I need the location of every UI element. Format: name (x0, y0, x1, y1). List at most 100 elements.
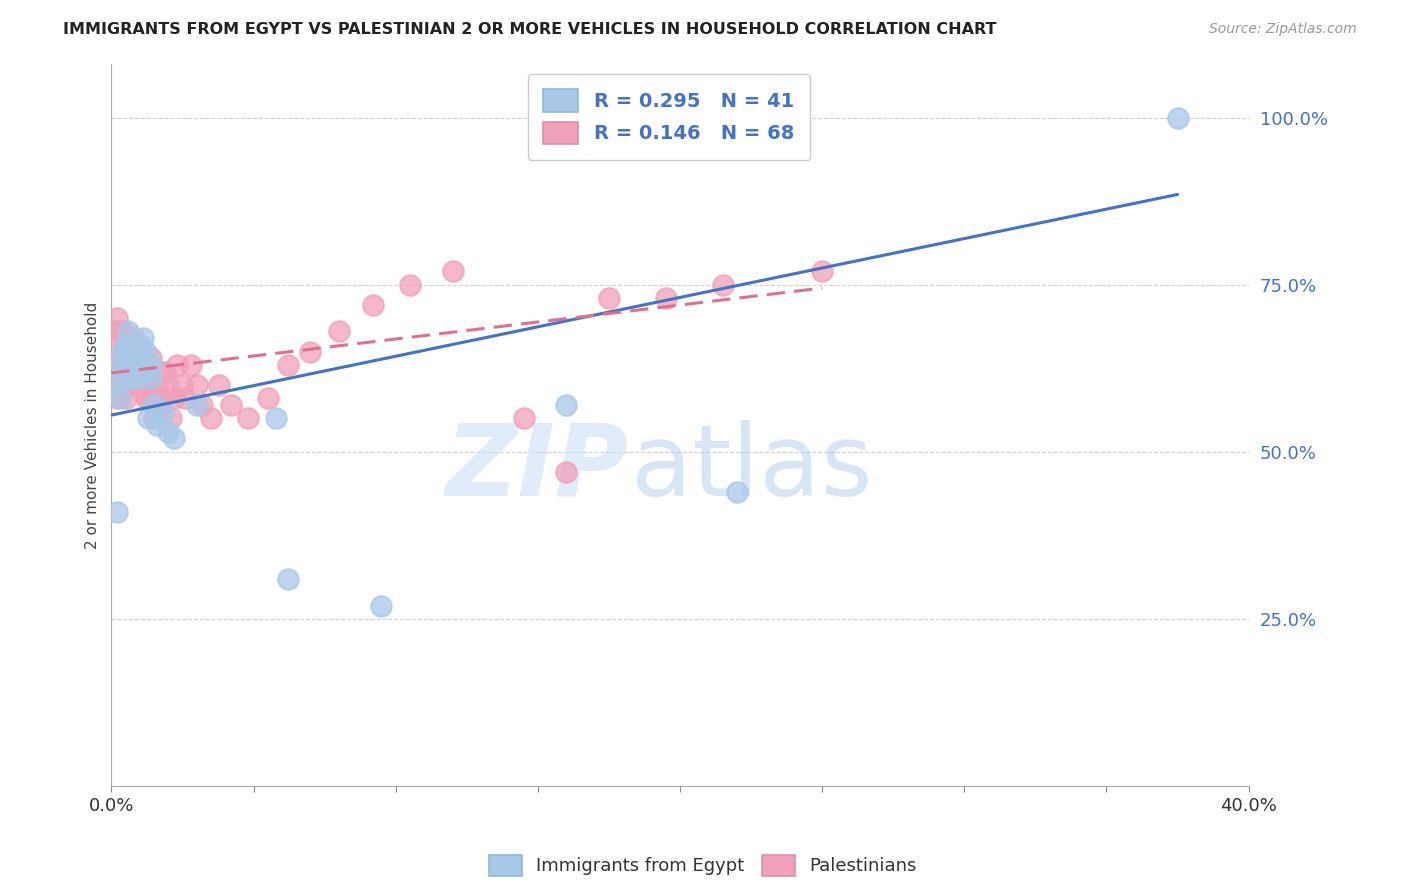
Point (155, 365, 177, 379)
Point (180, 358, 202, 372)
Point (146, 378, 169, 392)
Point (111, 371, 134, 385)
Legend: Immigrants from Egypt, Palestinians: Immigrants from Egypt, Palestinians (482, 847, 924, 883)
Point (120, 358, 142, 372)
Point (122, 378, 145, 392)
Point (117, 331, 139, 345)
Point (236, 411, 259, 425)
Point (103, 378, 125, 392)
Point (163, 432, 186, 446)
Point (122, 358, 145, 372)
Point (186, 398, 208, 412)
Point (103, 325, 125, 339)
Point (141, 358, 163, 372)
Point (131, 351, 153, 366)
Point (125, 378, 148, 392)
Point (152, 405, 174, 419)
Point (208, 378, 231, 392)
Point (299, 344, 322, 359)
Point (138, 365, 160, 379)
Point (125, 338, 148, 352)
Point (117, 344, 139, 359)
Point (125, 371, 148, 385)
Point (103, 365, 125, 379)
Point (555, 465, 578, 479)
Point (122, 331, 145, 345)
Point (108, 351, 131, 366)
Point (138, 411, 160, 425)
Point (111, 344, 134, 359)
Point (598, 291, 620, 305)
Point (141, 378, 163, 392)
Point (117, 358, 139, 372)
Point (105, 311, 128, 326)
Point (399, 277, 422, 292)
Point (125, 365, 148, 379)
Point (328, 325, 350, 339)
Point (172, 378, 194, 392)
Point (128, 378, 150, 392)
Point (138, 392, 160, 406)
Point (117, 365, 139, 379)
Point (128, 351, 150, 366)
Point (120, 358, 142, 372)
Point (141, 371, 163, 385)
Point (131, 331, 153, 345)
Point (111, 378, 134, 392)
Point (108, 392, 131, 406)
Point (441, 264, 464, 278)
Point (128, 338, 150, 352)
Point (114, 365, 136, 379)
Point (256, 392, 278, 406)
Point (149, 365, 172, 379)
Point (725, 485, 748, 500)
Point (174, 392, 197, 406)
Point (266, 411, 288, 425)
Point (120, 344, 142, 359)
Y-axis label: 2 or more Vehicles in Household: 2 or more Vehicles in Household (86, 301, 100, 549)
Point (370, 599, 392, 613)
Point (135, 365, 157, 379)
Point (143, 398, 166, 412)
Text: Source: ZipAtlas.com: Source: ZipAtlas.com (1209, 22, 1357, 37)
Point (120, 378, 142, 392)
Point (135, 344, 157, 359)
Text: IMMIGRANTS FROM EGYPT VS PALESTINIAN 2 OR MORE VEHICLES IN HOUSEHOLD CORRELATION: IMMIGRANTS FROM EGYPT VS PALESTINIAN 2 O… (63, 22, 997, 37)
Point (149, 398, 172, 412)
Point (191, 398, 214, 412)
Point (163, 392, 186, 406)
Point (141, 351, 163, 366)
Point (1167, 111, 1189, 125)
Point (512, 411, 534, 425)
Point (811, 264, 834, 278)
Point (711, 277, 734, 292)
Point (157, 425, 180, 439)
Legend: R = 0.295   N = 41, R = 0.146   N = 68: R = 0.295 N = 41, R = 0.146 N = 68 (527, 74, 810, 160)
Point (108, 378, 131, 392)
Point (655, 291, 678, 305)
Point (114, 392, 136, 406)
Point (200, 411, 222, 425)
Point (135, 365, 157, 379)
Text: ZIP: ZIP (446, 420, 628, 517)
Point (128, 358, 150, 372)
Point (131, 378, 153, 392)
Point (111, 325, 134, 339)
Point (135, 392, 157, 406)
Point (117, 325, 139, 339)
Point (160, 411, 183, 425)
Point (186, 378, 208, 392)
Point (105, 344, 128, 359)
Point (120, 365, 142, 379)
Text: atlas: atlas (631, 420, 873, 517)
Point (105, 392, 128, 406)
Point (105, 505, 128, 519)
Point (138, 358, 160, 372)
Point (361, 298, 384, 312)
Point (114, 338, 136, 352)
Point (114, 351, 136, 366)
Point (108, 358, 131, 372)
Point (152, 392, 174, 406)
Point (157, 378, 180, 392)
Point (114, 338, 136, 352)
